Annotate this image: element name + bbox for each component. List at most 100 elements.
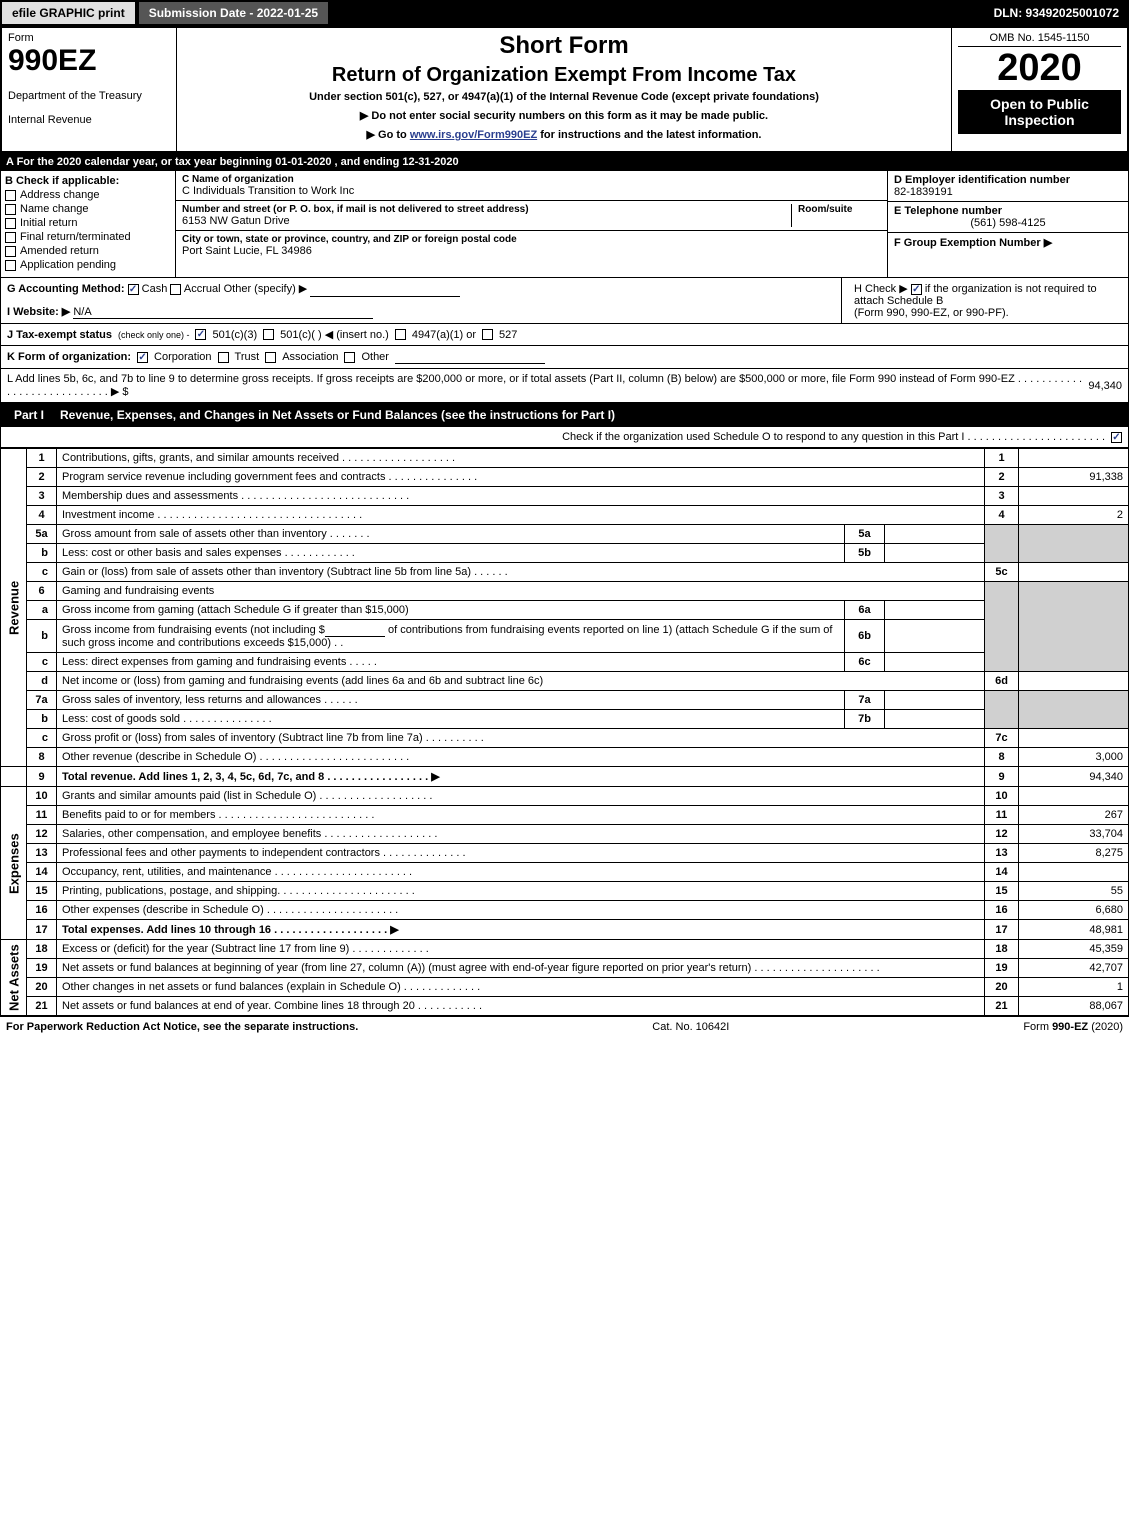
line-desc: Investment income . . . . . . . . . . . … bbox=[57, 506, 985, 525]
inline-amount bbox=[885, 691, 985, 710]
org-name: C Individuals Transition to Work Inc bbox=[182, 185, 881, 197]
shaded-cell bbox=[985, 582, 1019, 672]
other-specify-field[interactable] bbox=[310, 283, 460, 297]
cb-schedule-b[interactable] bbox=[911, 284, 922, 295]
part-1-label: Part I bbox=[6, 406, 52, 424]
form-title: Return of Organization Exempt From Incom… bbox=[183, 64, 945, 87]
line-desc: Benefits paid to or for members . . . . … bbox=[57, 806, 985, 825]
cb-501c[interactable] bbox=[263, 329, 274, 340]
line-desc: Less: cost or other basis and sales expe… bbox=[57, 544, 845, 563]
paperwork-notice: For Paperwork Reduction Act Notice, see … bbox=[6, 1021, 358, 1033]
cb-final-return[interactable] bbox=[5, 232, 16, 243]
accrual-label: Accrual bbox=[184, 283, 221, 295]
tax-year: 2020 bbox=[958, 47, 1121, 90]
line-desc: Contributions, gifts, grants, and simila… bbox=[57, 449, 985, 468]
group-exemption-label: F Group Exemption Number ▶ bbox=[894, 236, 1122, 249]
part-1-check-row: Check if the organization used Schedule … bbox=[0, 427, 1129, 448]
cb-accrual[interactable] bbox=[170, 284, 181, 295]
phone-value: (561) 598-4125 bbox=[894, 217, 1122, 229]
cb-other-org[interactable] bbox=[344, 352, 355, 363]
cb-name-change[interactable] bbox=[5, 204, 16, 215]
efile-print-button[interactable]: efile GRAPHIC print bbox=[0, 0, 137, 26]
addr-label: Number and street (or P. O. box, if mail… bbox=[182, 204, 791, 215]
cb-schedule-o-part1[interactable] bbox=[1111, 432, 1122, 443]
line-box: 8 bbox=[985, 748, 1019, 767]
line-box: 20 bbox=[985, 978, 1019, 997]
cb-application-pending[interactable] bbox=[5, 260, 16, 271]
cb-cash[interactable] bbox=[128, 284, 139, 295]
line-num: 14 bbox=[27, 863, 57, 882]
print-text: print bbox=[98, 6, 125, 20]
l6b-amount-field[interactable] bbox=[325, 623, 385, 637]
527-label: 527 bbox=[499, 329, 517, 341]
line-desc: Occupancy, rent, utilities, and maintena… bbox=[57, 863, 985, 882]
cb-4947[interactable] bbox=[395, 329, 406, 340]
cb-trust[interactable] bbox=[218, 352, 229, 363]
cb-label: Initial return bbox=[20, 217, 77, 229]
inline-amount bbox=[885, 653, 985, 672]
line-amount: 8,275 bbox=[1019, 844, 1129, 863]
line-desc: Program service revenue including govern… bbox=[57, 468, 985, 487]
line-desc: Gross income from gaming (attach Schedul… bbox=[57, 601, 845, 620]
total-expenses-text: Total expenses. Add lines 10 through 16 … bbox=[62, 924, 399, 936]
501c3-label: 501(c)(3) bbox=[212, 329, 257, 341]
column-c: C Name of organization C Individuals Tra… bbox=[176, 171, 888, 277]
line-num: 15 bbox=[27, 882, 57, 901]
line-desc: Net assets or fund balances at end of ye… bbox=[57, 997, 985, 1016]
line-amount: 91,338 bbox=[1019, 468, 1129, 487]
omb-number: OMB No. 1545-1150 bbox=[958, 32, 1121, 47]
form-id-block: Form 990EZ Department of the Treasury In… bbox=[2, 28, 177, 151]
cb-label: Name change bbox=[20, 203, 89, 215]
cb-address-change[interactable] bbox=[5, 190, 16, 201]
cb-amended-return[interactable] bbox=[5, 246, 16, 257]
line-box: 21 bbox=[985, 997, 1019, 1016]
dept-treasury: Department of the Treasury bbox=[8, 90, 170, 102]
note2-pre: ▶ Go to bbox=[367, 129, 410, 141]
line-amount bbox=[1019, 729, 1129, 748]
line-amount: 267 bbox=[1019, 806, 1129, 825]
row-l: L Add lines 5b, 6c, and 7b to line 9 to … bbox=[0, 369, 1129, 403]
cb-association[interactable] bbox=[265, 352, 276, 363]
line-num: 3 bbox=[27, 487, 57, 506]
row-l-text: L Add lines 5b, 6c, and 7b to line 9 to … bbox=[7, 373, 1082, 398]
row-j: J Tax-exempt status (check only one) - 5… bbox=[0, 324, 1129, 346]
501c-label: 501(c)( ) ◀ (insert no.) bbox=[280, 328, 389, 341]
dept-irs: Internal Revenue bbox=[8, 114, 170, 126]
accounting-method-label: G Accounting Method: bbox=[7, 283, 125, 295]
total-revenue-text: Total revenue. Add lines 1, 2, 3, 4, 5c,… bbox=[62, 771, 440, 783]
line-desc: Other changes in net assets or fund bala… bbox=[57, 978, 985, 997]
line-amount: 3,000 bbox=[1019, 748, 1129, 767]
h-text1: H Check ▶ bbox=[854, 283, 911, 295]
note2-post: for instructions and the latest informat… bbox=[537, 129, 761, 141]
irs-link[interactable]: www.irs.gov/Form990EZ bbox=[410, 129, 537, 141]
line-box: 3 bbox=[985, 487, 1019, 506]
form-word: Form bbox=[8, 32, 170, 44]
line-box: 18 bbox=[985, 940, 1019, 959]
line-box: 14 bbox=[985, 863, 1019, 882]
cb-527[interactable] bbox=[482, 329, 493, 340]
inline-amount bbox=[885, 544, 985, 563]
lines-table: Revenue 1 Contributions, gifts, grants, … bbox=[0, 448, 1129, 1016]
cb-corporation[interactable] bbox=[137, 352, 148, 363]
line-num: 11 bbox=[27, 806, 57, 825]
ssn-warning: ▶ Do not enter social security numbers o… bbox=[183, 109, 945, 122]
line-amount bbox=[1019, 672, 1129, 691]
line-num: c bbox=[27, 729, 57, 748]
org-info-grid: B Check if applicable: Address change Na… bbox=[0, 171, 1129, 278]
other-org-field[interactable] bbox=[395, 350, 545, 364]
part-1-header: Part I Revenue, Expenses, and Changes in… bbox=[0, 403, 1129, 427]
shaded-cell bbox=[985, 525, 1019, 563]
inline-box: 6a bbox=[845, 601, 885, 620]
submission-date-button[interactable]: Submission Date - 2022-01-25 bbox=[137, 0, 330, 26]
line-desc: Gaming and fundraising events bbox=[57, 582, 985, 601]
city-label: City or town, state or province, country… bbox=[182, 234, 881, 245]
line-num: a bbox=[27, 601, 57, 620]
line-box: 1 bbox=[985, 449, 1019, 468]
cb-501c3[interactable] bbox=[195, 329, 206, 340]
cb-initial-return[interactable] bbox=[5, 218, 16, 229]
line-box: 2 bbox=[985, 468, 1019, 487]
inline-amount bbox=[885, 620, 985, 653]
line-amount: 6,680 bbox=[1019, 901, 1129, 920]
assoc-label: Association bbox=[282, 351, 338, 363]
line-amount: 1 bbox=[1019, 978, 1129, 997]
